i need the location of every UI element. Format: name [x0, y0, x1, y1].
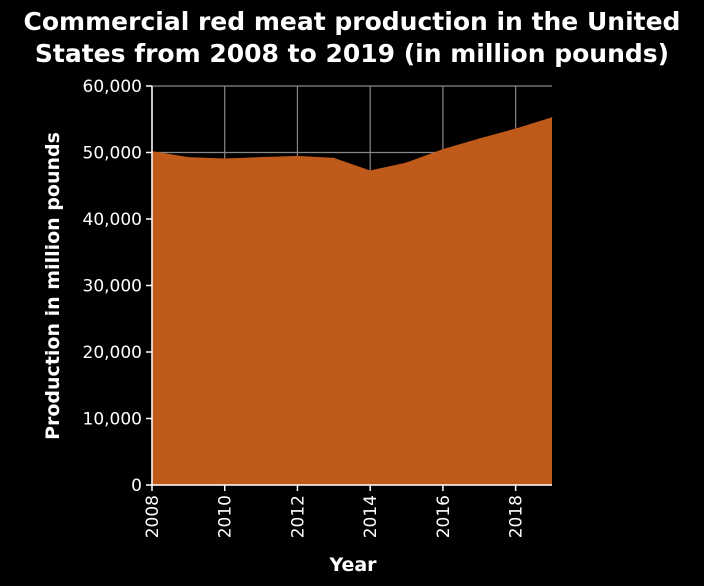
y-axis-ticks: 0 10,000 20,000 30,000 40,000 50,000 60,000: [83, 77, 152, 496]
data-point: [187, 156, 189, 158]
data-point: [442, 148, 444, 150]
data-point: [333, 157, 335, 159]
area-fill: [152, 117, 552, 485]
y-tick-label: 50,000: [83, 144, 142, 164]
data-point: [369, 169, 371, 171]
x-axis-title: Year: [328, 554, 377, 576]
area-series: [151, 116, 553, 485]
y-tick-label: 10,000: [83, 410, 142, 430]
data-point: [478, 138, 480, 140]
y-tick-label: 40,000: [83, 210, 142, 230]
y-tick-label: 60,000: [83, 77, 142, 97]
x-tick-label: 2018: [507, 495, 527, 538]
y-axis-title: Production in million pounds: [42, 132, 64, 440]
y-tick-label: 20,000: [83, 343, 142, 363]
x-tick-label: 2010: [216, 495, 236, 538]
data-point: [406, 161, 408, 163]
data-point: [551, 116, 553, 118]
data-point: [515, 128, 517, 130]
x-tick-label: 2012: [288, 495, 308, 538]
data-point: [224, 157, 226, 159]
y-tick-label: 30,000: [83, 277, 142, 297]
x-tick-label: 2014: [361, 495, 381, 538]
data-point: [296, 155, 298, 157]
data-point: [260, 156, 262, 158]
x-tick-label: 2016: [434, 495, 454, 538]
x-axis-ticks: 2008 2010 2012 2014 2016 2018: [143, 485, 527, 538]
x-tick-label: 2008: [143, 495, 163, 538]
chart-title-line-1: Commercial red meat production in the Un…: [24, 7, 681, 36]
chart-title-line-2: States from 2008 to 2019 (in million pou…: [35, 39, 669, 68]
y-tick-label: 0: [131, 476, 142, 496]
